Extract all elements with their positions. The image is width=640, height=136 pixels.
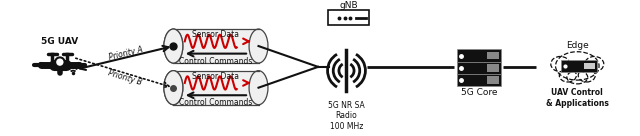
Bar bbox=[173, 71, 259, 105]
Bar bbox=[488, 52, 499, 59]
Ellipse shape bbox=[249, 29, 268, 63]
Text: Sensor Data: Sensor Data bbox=[193, 30, 239, 39]
Bar bbox=[328, 10, 369, 25]
Text: UAV Control
& Applications: UAV Control & Applications bbox=[546, 88, 609, 108]
Ellipse shape bbox=[585, 56, 604, 72]
Text: Priority B: Priority B bbox=[107, 68, 143, 87]
Ellipse shape bbox=[164, 71, 183, 105]
Ellipse shape bbox=[249, 71, 268, 105]
Circle shape bbox=[38, 63, 44, 67]
Ellipse shape bbox=[551, 56, 570, 72]
Bar bbox=[488, 64, 499, 72]
Text: Priority A: Priority A bbox=[108, 45, 144, 62]
Text: 5G UAV: 5G UAV bbox=[41, 37, 79, 46]
Ellipse shape bbox=[579, 69, 595, 82]
Ellipse shape bbox=[164, 71, 183, 105]
Bar bbox=[457, 74, 500, 86]
Text: Control Commands: Control Commands bbox=[179, 98, 253, 107]
Bar bbox=[173, 29, 259, 63]
Text: 5G NR SA
Radio
100 MHz: 5G NR SA Radio 100 MHz bbox=[328, 101, 365, 131]
Ellipse shape bbox=[164, 29, 183, 63]
Bar bbox=[457, 49, 500, 62]
Ellipse shape bbox=[567, 71, 588, 84]
Circle shape bbox=[55, 57, 65, 67]
Circle shape bbox=[76, 63, 81, 67]
Text: Edge: Edge bbox=[566, 41, 589, 50]
Ellipse shape bbox=[164, 29, 183, 63]
Bar bbox=[584, 63, 595, 69]
Text: Control Commands: Control Commands bbox=[179, 57, 253, 66]
Text: 5G Core: 5G Core bbox=[461, 88, 497, 97]
Bar bbox=[561, 60, 597, 72]
Text: Sensor Data: Sensor Data bbox=[193, 72, 239, 81]
Bar bbox=[488, 76, 499, 84]
Ellipse shape bbox=[556, 52, 599, 80]
Text: gNB: gNB bbox=[339, 1, 358, 10]
Ellipse shape bbox=[559, 69, 577, 82]
Bar bbox=[457, 62, 500, 74]
